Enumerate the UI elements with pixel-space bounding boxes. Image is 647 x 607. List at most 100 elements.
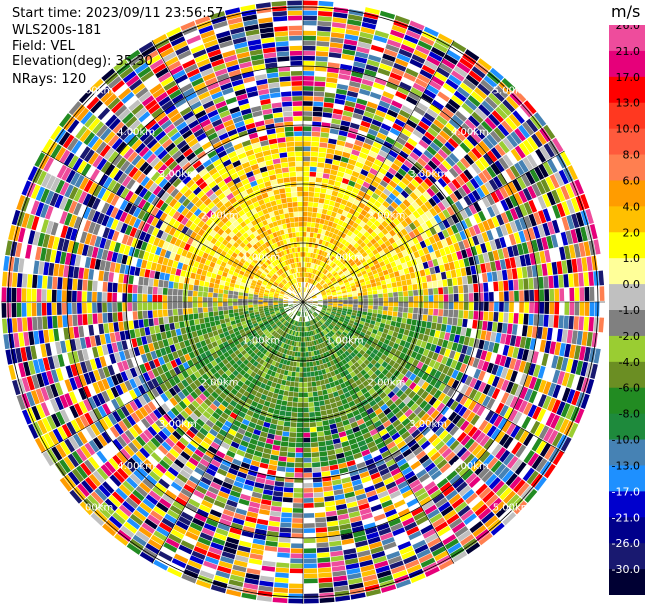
radar-gate [539, 127, 552, 143]
radar-gate [341, 53, 355, 61]
radar-gate [317, 157, 326, 163]
radar-gate [337, 192, 344, 199]
radar-gate [278, 456, 287, 462]
radar-gate [541, 263, 548, 276]
radar-gate [411, 54, 426, 64]
radar-gate [466, 135, 478, 147]
radar-gate [310, 227, 315, 233]
radar-gate [335, 224, 342, 231]
radar-gate [404, 186, 413, 195]
radar-gate [508, 279, 514, 291]
radar-gate [355, 134, 366, 143]
radar-gate [510, 131, 522, 145]
radar-gate [303, 377, 308, 383]
radar-gate [418, 333, 425, 341]
radar-gate [274, 582, 289, 589]
radar-gate [334, 201, 341, 208]
radar-gate [453, 189, 463, 200]
radar-gate [417, 73, 431, 84]
radar-gate [453, 66, 468, 78]
radar-gate [297, 352, 301, 357]
radar-gate [482, 169, 493, 181]
radar-gate [303, 116, 313, 122]
radar-gate [303, 332, 305, 337]
radar-gate [393, 158, 403, 168]
radar-gate [319, 279, 324, 285]
radar-gate [382, 91, 395, 100]
radar-gate [305, 294, 309, 299]
radar-gate [314, 370, 319, 377]
radar-gate [494, 143, 506, 157]
radar-gate [426, 274, 432, 282]
radar-gate [468, 284, 474, 293]
radar-gate [410, 325, 416, 332]
radar-gate [416, 207, 425, 216]
radar-gate [374, 188, 383, 196]
radar-gate [345, 201, 353, 208]
radar-gate [458, 285, 464, 294]
radar-gate [303, 171, 310, 177]
radar-gate [410, 87, 423, 97]
radar-gate [486, 166, 497, 178]
radar-gate [359, 31, 374, 40]
radar-gate [303, 201, 308, 207]
radar-gate [583, 272, 589, 287]
radar-gate [437, 149, 449, 160]
radar-gate [330, 402, 338, 409]
radar-gate [335, 247, 341, 254]
radar-gate [434, 265, 441, 274]
radar-gate [299, 367, 303, 372]
radar-gate [303, 10, 318, 16]
radar-gate [317, 208, 323, 214]
radar-gate [400, 228, 408, 236]
radar-gate [468, 310, 474, 320]
radar-gate [294, 382, 299, 387]
radar-gate [324, 163, 332, 169]
radar-gate [430, 156, 441, 167]
radar-gate [503, 312, 509, 323]
radar-gate [393, 271, 400, 277]
radar-gate [473, 283, 479, 293]
radar-gate [311, 131, 321, 137]
radar-gate [343, 253, 349, 260]
radar-gate [303, 206, 308, 212]
radar-gate [297, 347, 301, 352]
radar-gate [294, 377, 300, 382]
radar-gate [277, 547, 291, 553]
radar-gate [335, 213, 342, 220]
radar-gate [313, 96, 324, 102]
radar-gate [303, 272, 305, 277]
radar-gate [311, 212, 317, 218]
radar-gate [270, 510, 281, 517]
radar-gate [154, 325, 161, 334]
radar-gate [463, 169, 474, 181]
radar-gate [294, 351, 298, 357]
radar-gate [303, 237, 307, 242]
radar-gate [309, 291, 314, 295]
radar-gate [397, 168, 407, 177]
radar-gate [303, 50, 316, 56]
radar-gate [291, 528, 303, 534]
radar-gate [303, 227, 307, 232]
radar-gate [456, 86, 470, 98]
radar-gate [397, 86, 410, 96]
radar-gate [293, 498, 303, 503]
radar-gate [350, 246, 356, 252]
radar-gate [325, 278, 330, 283]
radar-gate [352, 222, 359, 229]
radar-gate [312, 207, 318, 213]
radar-gate [228, 313, 235, 318]
radar-gate [553, 315, 559, 328]
radar-gate [303, 553, 317, 559]
radar-gate [303, 106, 313, 111]
radar-gate [295, 457, 303, 463]
radar-gate [279, 527, 292, 533]
radar-gate [434, 167, 445, 177]
radar-gate [373, 242, 380, 249]
radar-gate [356, 238, 363, 245]
radar-gate [355, 103, 366, 111]
radar-gate [350, 76, 362, 84]
radar-gate [373, 35, 388, 44]
radar-gate [437, 91, 450, 102]
radar-gate [371, 313, 378, 318]
